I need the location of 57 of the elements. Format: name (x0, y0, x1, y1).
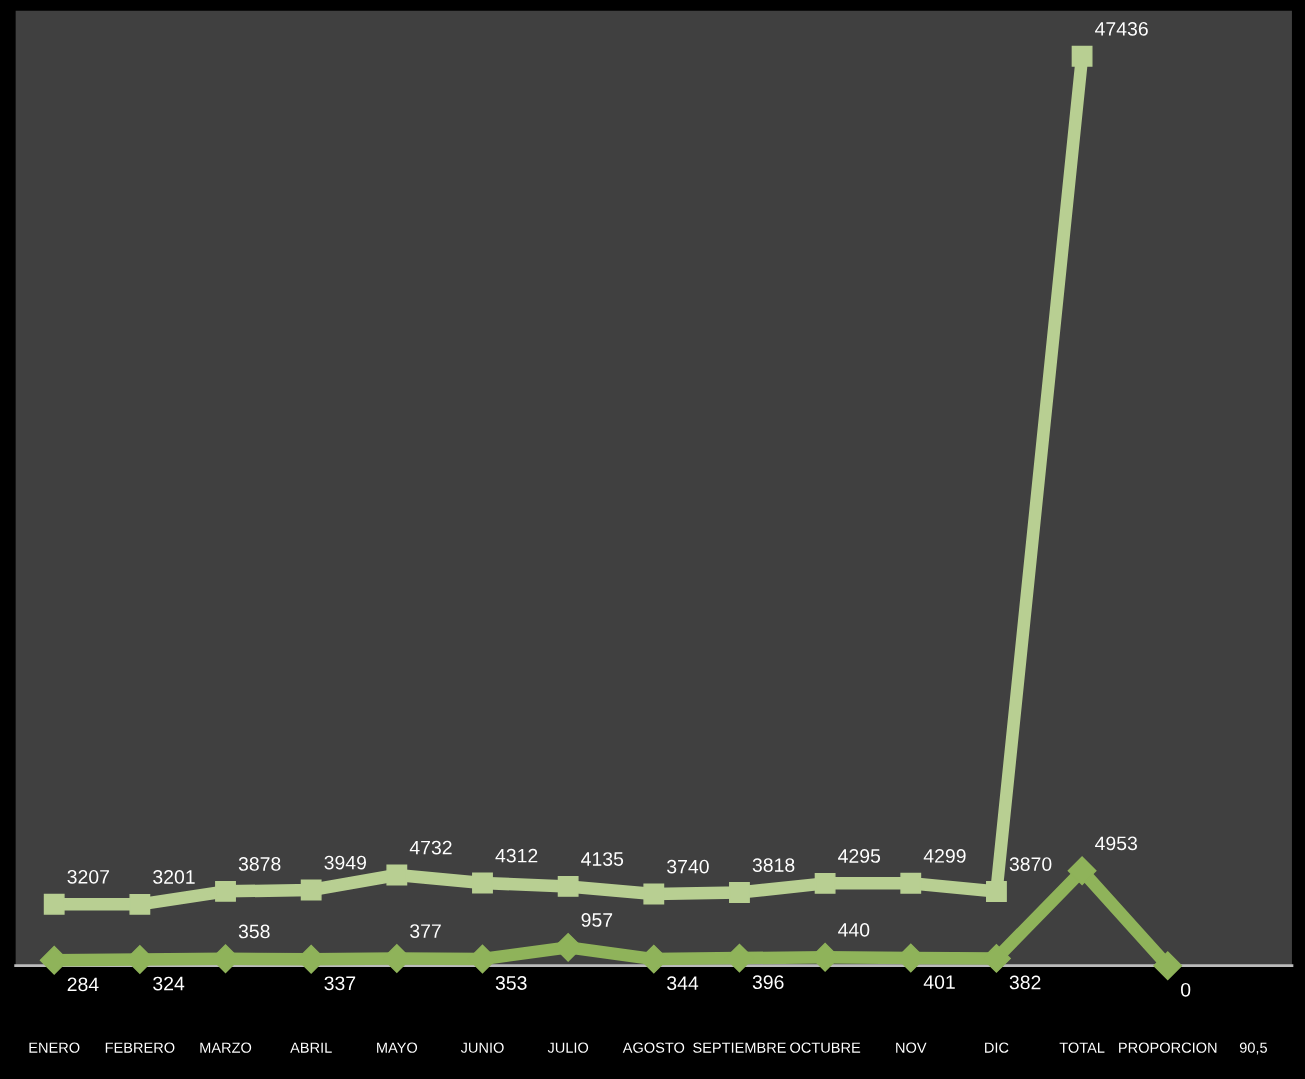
x-tick-label: OCTUBRE (790, 1042, 861, 1053)
point (557, 876, 579, 897)
data-label: 4732 (409, 840, 452, 855)
x-tick-label: MAYO (377, 1042, 418, 1053)
x-tick-label: JULIO (547, 1042, 589, 1053)
data-label: 401 (923, 975, 955, 989)
data-label: 4295 (838, 849, 881, 863)
data-label: 324 (153, 976, 185, 991)
data-label: 3207 (67, 869, 109, 884)
point (643, 883, 665, 905)
point (1153, 951, 1183, 981)
x-tick-label: NOV (896, 1042, 927, 1053)
data-label: 3201 (153, 870, 195, 884)
data-label: 377 (410, 924, 441, 938)
data-label: 3878 (238, 857, 281, 871)
point (1071, 45, 1093, 67)
data-label: 4299 (923, 849, 966, 863)
data-label: 284 (67, 977, 99, 992)
data-label: 3949 (324, 855, 367, 870)
data-label: 4312 (495, 848, 538, 863)
x-tick-label: PROPORCION (1119, 1042, 1217, 1053)
point (300, 879, 322, 901)
point (43, 893, 65, 915)
data-label: 0 (1181, 982, 1191, 997)
x-tick-label: JUNIO (460, 1042, 504, 1053)
point (729, 882, 750, 903)
data-label: 3740 (667, 859, 709, 874)
x-tick-label: FEBRERO (105, 1042, 175, 1053)
point (814, 872, 836, 894)
x-tick-label: DIC (985, 1042, 1009, 1053)
data-label: 353 (495, 976, 527, 990)
data-label: 440 (838, 922, 870, 937)
x-tick-label: ABRIL (290, 1042, 332, 1053)
data-label: 358 (238, 924, 270, 939)
point (386, 864, 408, 886)
x-tick-label: ENERO (29, 1042, 80, 1053)
data-label: 4953 (1095, 836, 1137, 851)
point (900, 872, 922, 894)
x-tick-label: MARZO (200, 1042, 252, 1053)
data-label: 3870 (1009, 857, 1052, 871)
point (472, 872, 493, 894)
point (986, 881, 1007, 902)
x-tick-label: 90,5 (1239, 1042, 1267, 1055)
x-tick-label: SEPTIEMBRE (693, 1042, 786, 1053)
data-label: 3818 (752, 858, 795, 872)
data-label: 396 (752, 975, 784, 990)
x-tick-label: AGOSTO (622, 1042, 685, 1053)
point (129, 893, 151, 915)
data-label: 4135 (581, 852, 624, 866)
data-label: 382 (1009, 975, 1041, 990)
point (215, 880, 236, 902)
data-label: 47436 (1095, 21, 1148, 36)
point (1067, 856, 1097, 886)
data-label: 337 (324, 976, 356, 991)
x-tick-label: TOTAL (1059, 1042, 1105, 1053)
data-label: 957 (581, 913, 613, 927)
data-label: 344 (667, 976, 699, 991)
